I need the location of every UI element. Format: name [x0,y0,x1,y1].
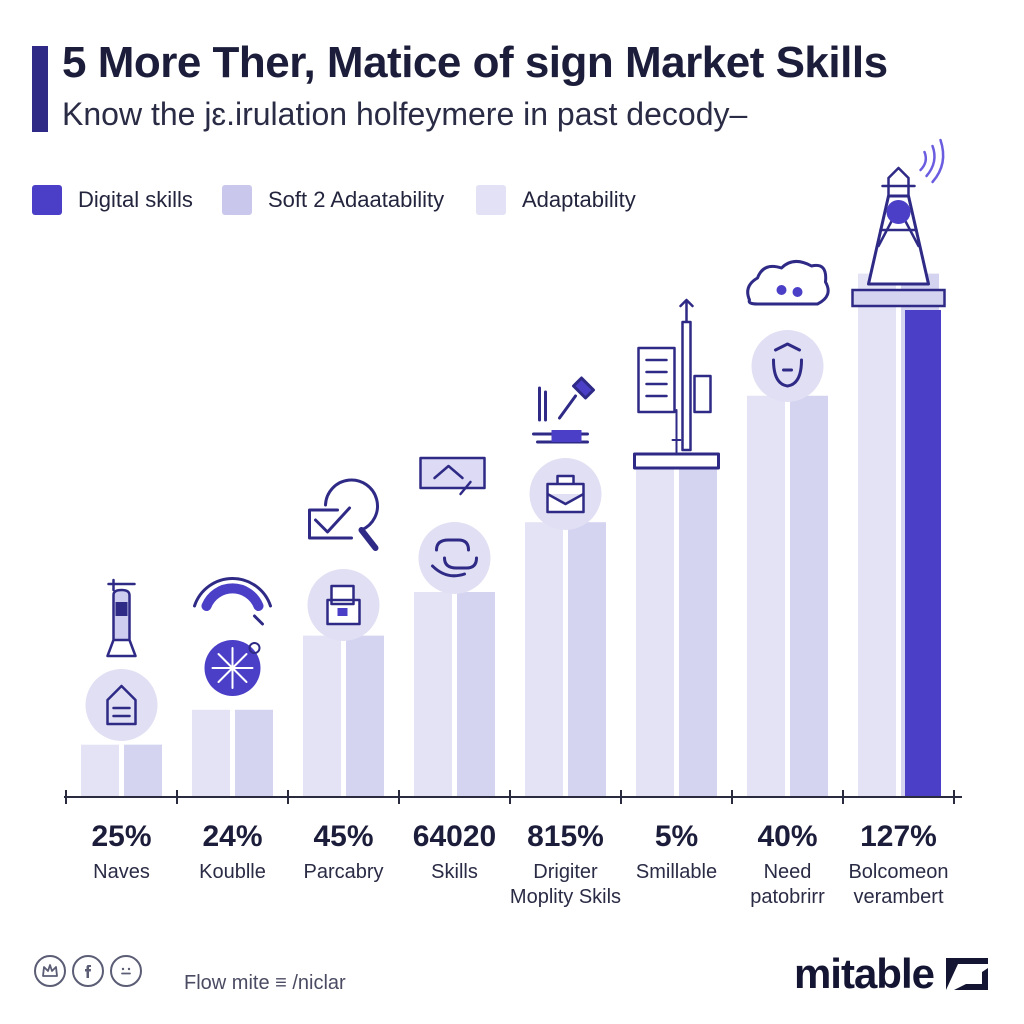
value-label: 64020 [413,820,496,853]
legend-swatch-soft [222,185,252,215]
bar-soft-1 [235,709,273,797]
bar-adapt-7 [858,273,896,798]
legend-swatch-digital [32,185,62,215]
legend-label: Digital skills [78,187,193,212]
category-label: verambert [853,886,943,908]
legend-swatch-adapt [476,185,506,215]
icon-badge [85,669,158,741]
value-label: 24% [202,820,262,853]
beacon-tower-icon [851,138,946,308]
bar-adapt-2 [303,635,341,797]
legend-item-digital: Digital skills [32,180,193,220]
bar-soft-5 [679,465,717,797]
bar-adapt-5 [636,465,674,797]
bar-soft-2 [346,635,384,797]
brand-name: mitable [793,950,935,997]
rocket-icon [85,578,158,741]
puzzle-icon [307,478,380,641]
category-label: Drigiter [533,861,598,883]
footer-note: Flow mite ≡ /niclar [184,972,346,994]
icon-badge [418,522,491,594]
bar-adapt-4 [525,522,563,797]
icon-badge [751,330,824,402]
category-label: Parcabry [303,861,383,883]
bar-adapt-6 [747,395,785,797]
legend-label: Soft 2 Adaatability [268,187,445,212]
category-label: Naves [93,861,150,883]
lighthouse-icon [633,298,720,470]
chain-link-icon [418,456,491,594]
value-label: 127% [860,820,937,853]
brand-logo: mitable [794,950,990,998]
bar-adapt-0 [81,744,119,797]
brain-icon [746,260,830,402]
bar-adapt-1 [192,709,230,797]
bar-soft-4 [568,522,606,797]
title-accent-bar [32,46,48,132]
category-label: patobrirr [750,886,825,908]
chart-title: 5 More Ther, Matice of sign Market Skill… [62,38,888,87]
value-label: 45% [313,820,373,853]
facebook-icon[interactable] [72,955,104,987]
legend-label: Adaptability [522,187,636,212]
chart-legend: Digital skills Soft 2 Adaatability Adapt… [0,180,1024,220]
crown-icon[interactable] [34,955,66,987]
legend-item-soft: Soft 2 Adaatability [222,180,444,220]
category-label: Koublle [199,861,266,883]
category-label: Bolcomeon [848,861,948,883]
smiley-icon[interactable] [110,955,142,987]
legend-item-adapt: Adaptability [476,180,636,220]
value-label: 815% [527,820,604,853]
chart-subtitle: Know the jɛ.irulation holfeymere in past… [62,96,748,132]
brand-mark-icon [946,958,988,990]
category-label: Skills [431,861,478,883]
gauge-icon [193,576,272,696]
bar-soft-3 [457,592,495,797]
value-label: 25% [91,820,151,853]
category-label: Moplity Skils [510,886,621,908]
bar-soft-0 [124,744,162,797]
category-label: Smillable [636,861,717,883]
value-label: 40% [757,820,817,853]
briefcase-icon [529,376,602,530]
social-icons [34,955,142,987]
bar-digital-7 [905,310,941,797]
bar-adapt-3 [414,592,452,797]
bar-soft-6 [790,395,828,797]
category-label: Need [764,861,812,883]
value-label: 5% [655,820,698,853]
